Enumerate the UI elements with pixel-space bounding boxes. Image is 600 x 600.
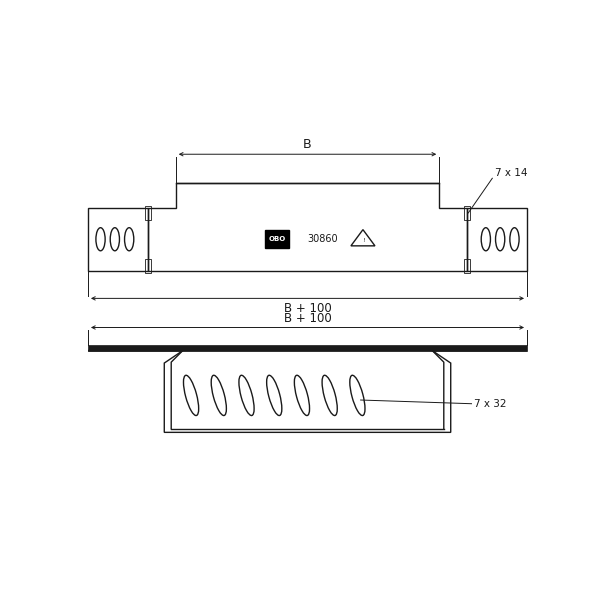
Polygon shape	[88, 344, 527, 350]
Text: OBO: OBO	[269, 236, 286, 242]
Polygon shape	[265, 230, 289, 248]
Text: B + 100: B + 100	[284, 312, 331, 325]
Text: 7 x 14: 7 x 14	[494, 168, 527, 178]
Text: B: B	[303, 137, 312, 151]
Text: 7 x 32: 7 x 32	[474, 399, 506, 409]
Text: !: !	[362, 238, 364, 243]
Text: B + 100: B + 100	[284, 302, 331, 315]
Text: 30860: 30860	[308, 234, 338, 244]
